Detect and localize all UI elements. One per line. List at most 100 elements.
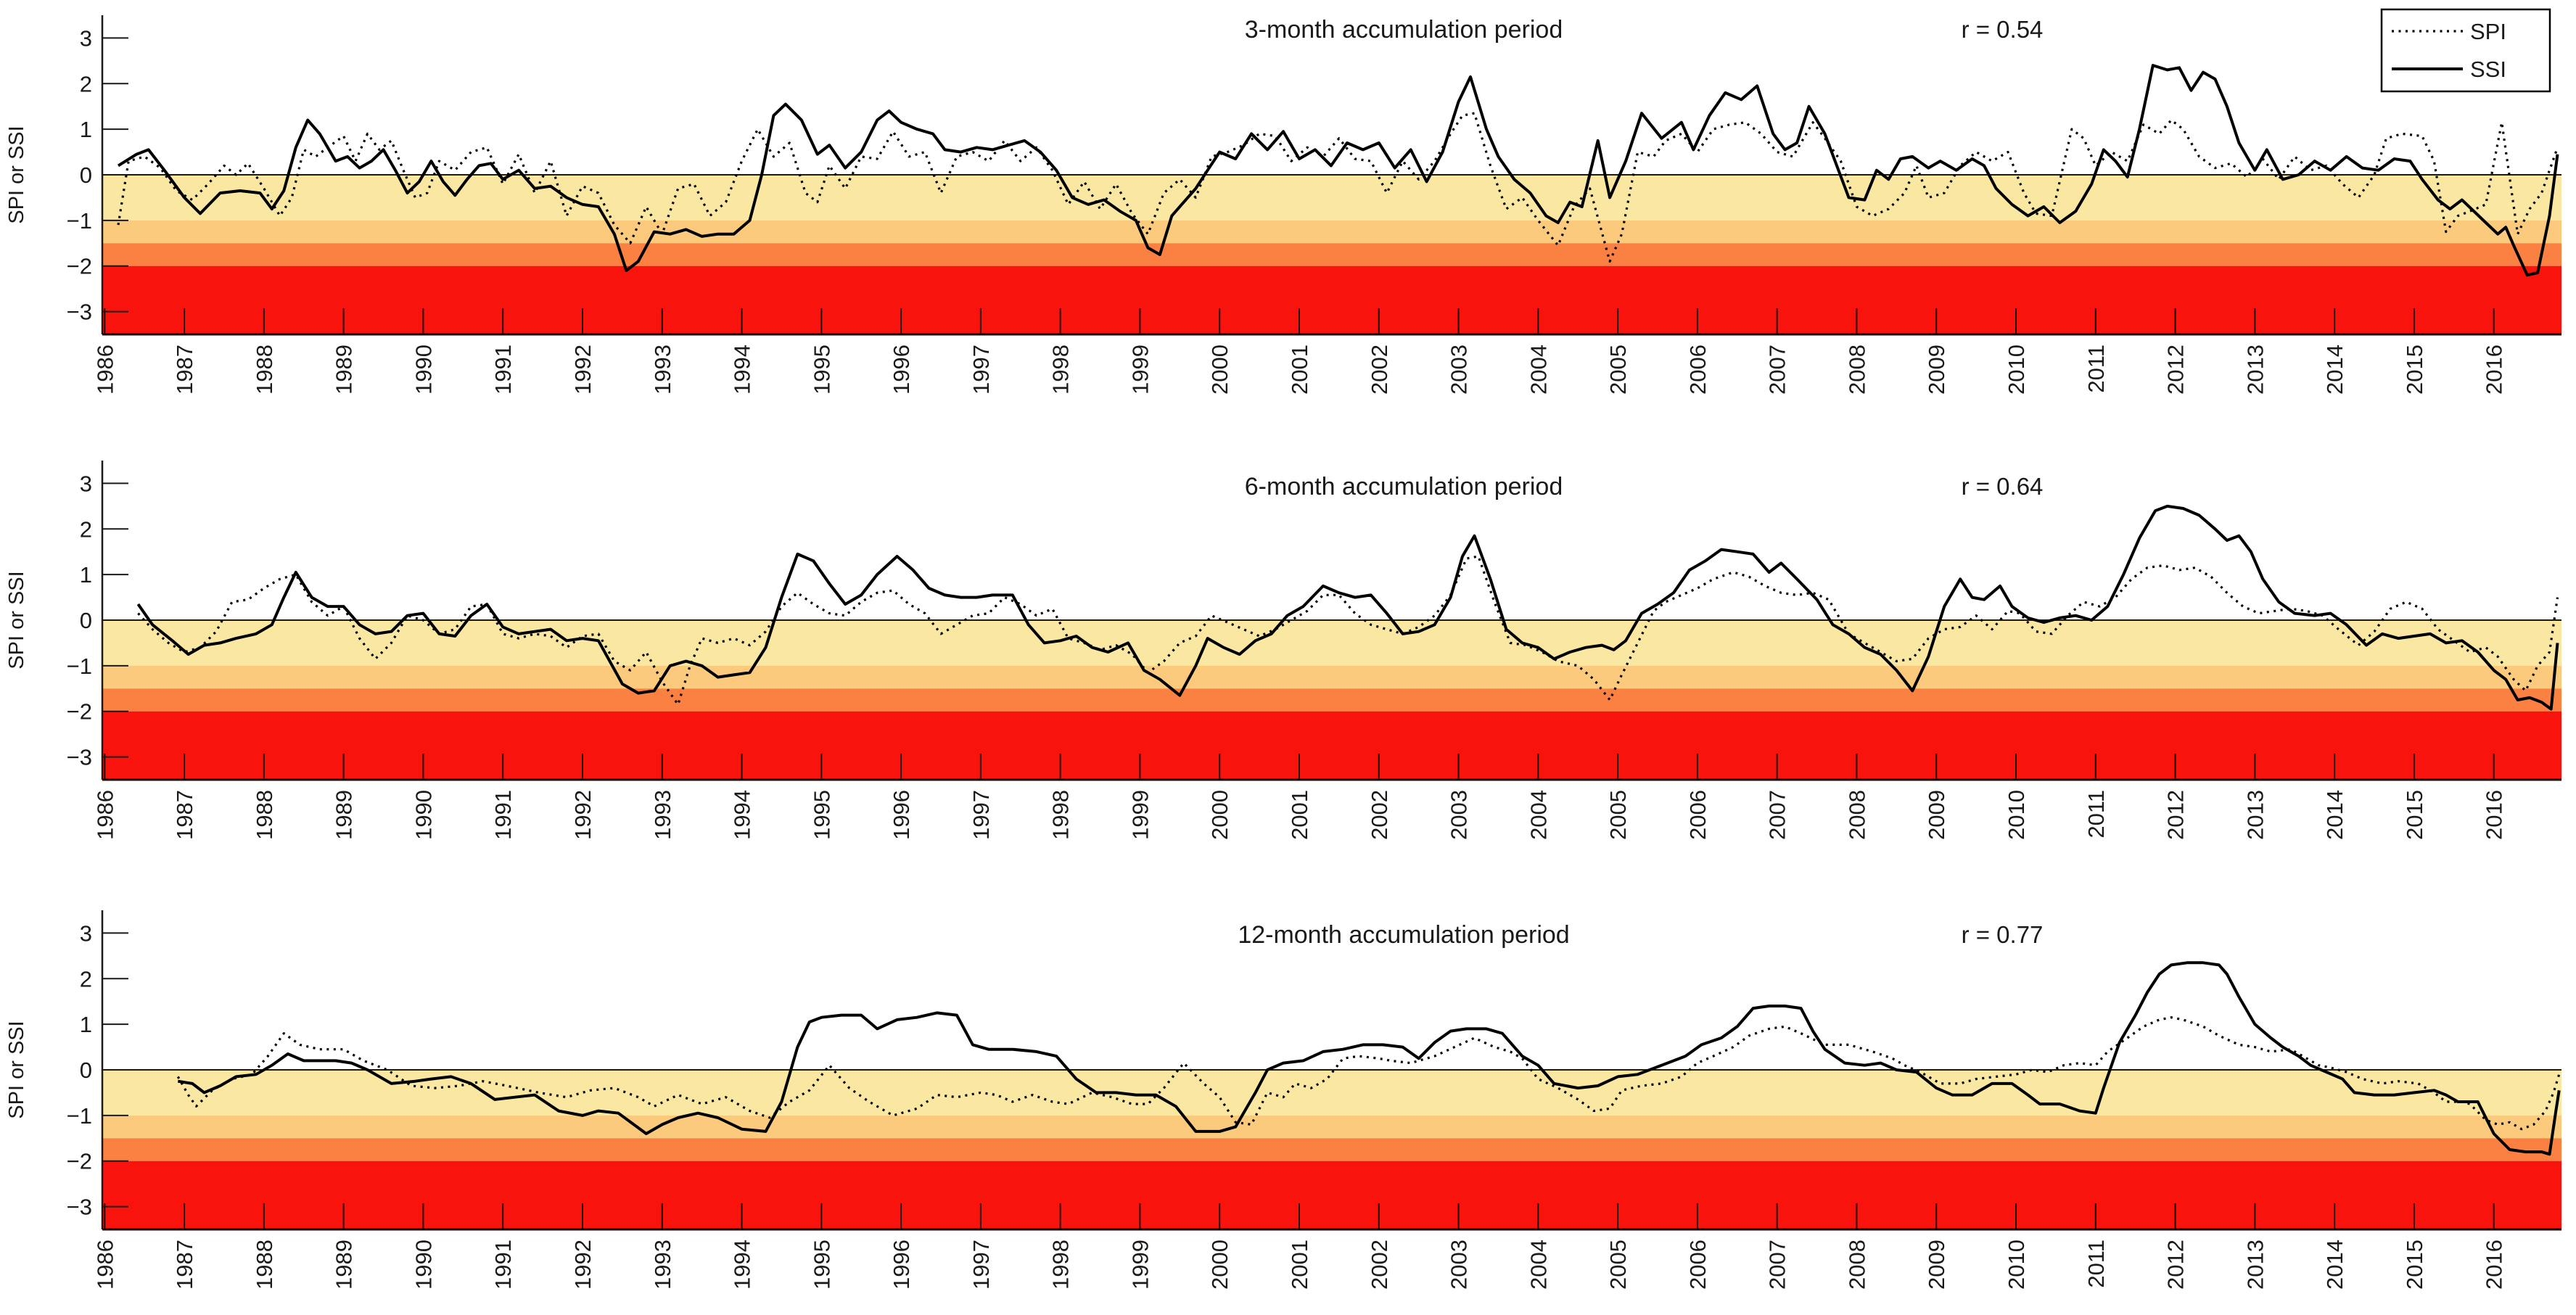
x-tick-label: 1991 xyxy=(490,790,516,840)
x-tick-label: 1993 xyxy=(650,1240,675,1290)
legend: SPI SSI xyxy=(2380,8,2551,93)
x-tick-label: 2009 xyxy=(1924,790,1949,840)
x-tick-label: 1987 xyxy=(172,345,197,395)
y-tick-label: −3 xyxy=(67,745,92,770)
x-tick-label: 1997 xyxy=(968,345,994,395)
x-tick-label: 2010 xyxy=(2004,1240,2029,1290)
x-tick-label: 2007 xyxy=(1765,1240,1790,1290)
x-tick-label: 1996 xyxy=(889,790,914,840)
y-tick-label: 1 xyxy=(80,562,92,588)
x-tick-label: 2006 xyxy=(1685,1240,1711,1290)
drought-band-1 xyxy=(102,1115,2561,1139)
x-tick-label: 2015 xyxy=(2402,345,2427,395)
spi-line xyxy=(137,555,2559,706)
x-tick-label: 2012 xyxy=(2163,345,2189,395)
x-tick-label: 2013 xyxy=(2242,790,2268,840)
y-tick-label: −2 xyxy=(67,1149,92,1174)
x-tick-label: 1986 xyxy=(92,790,118,840)
x-tick-label: 2005 xyxy=(1605,345,1631,395)
x-tick-label: 1989 xyxy=(332,790,357,840)
y-tick-label: 0 xyxy=(80,608,92,633)
x-tick-label: 1993 xyxy=(650,345,675,395)
drought-band-2 xyxy=(102,688,2561,712)
y-tick-label: −1 xyxy=(67,654,92,679)
x-tick-label: 1991 xyxy=(490,345,516,395)
y-tick-label: −1 xyxy=(67,1103,92,1129)
x-tick-label: 2011 xyxy=(2083,345,2109,393)
x-tick-label: 2008 xyxy=(1844,790,1869,840)
y-axis-label: SPI or SSI xyxy=(5,125,28,223)
legend-label-spi: SPI xyxy=(2470,19,2506,44)
x-tick-label: 2016 xyxy=(2482,1240,2507,1290)
correlation-label: r = 0.64 xyxy=(1962,473,2044,500)
x-tick-label: 1999 xyxy=(1127,345,1153,395)
x-tick-label: 2016 xyxy=(2482,790,2507,840)
y-tick-label: 1 xyxy=(80,1012,92,1037)
x-tick-label: 2004 xyxy=(1526,345,1551,395)
legend-label-ssi: SSI xyxy=(2470,57,2506,82)
x-tick-label: 1999 xyxy=(1127,1240,1153,1290)
x-tick-label: 1986 xyxy=(92,1240,118,1290)
x-tick-label: 2005 xyxy=(1605,790,1631,840)
x-tick-label: 1991 xyxy=(490,1240,516,1290)
x-tick-label: 2013 xyxy=(2242,1240,2268,1290)
x-tick-label: 2003 xyxy=(1447,790,1472,840)
y-axis-label: SPI or SSI xyxy=(5,571,28,669)
drought-band-1 xyxy=(102,665,2561,689)
y-tick-label: 2 xyxy=(80,516,92,542)
x-tick-label: 2004 xyxy=(1526,790,1551,840)
x-tick-label: 2001 xyxy=(1287,1240,1312,1290)
y-tick-label: 3 xyxy=(80,25,92,51)
x-tick-label: 2008 xyxy=(1844,345,1869,395)
y-tick-label: −3 xyxy=(67,300,92,325)
x-tick-label: 2015 xyxy=(2402,1240,2427,1290)
x-tick-label: 2014 xyxy=(2322,790,2347,840)
x-tick-label: 2003 xyxy=(1447,345,1472,395)
x-tick-label: 1992 xyxy=(570,790,596,840)
y-tick-label: −1 xyxy=(67,208,92,234)
x-tick-label: 2009 xyxy=(1924,1240,1949,1290)
x-tick-label: 2000 xyxy=(1207,1240,1233,1290)
x-tick-label: 1994 xyxy=(730,790,755,840)
panel-title: 3-month accumulation period xyxy=(1245,16,1563,44)
x-tick-label: 2001 xyxy=(1287,790,1312,840)
drought-band-0 xyxy=(102,1070,2561,1116)
x-tick-label: 1998 xyxy=(1048,345,1074,395)
drought-band-0 xyxy=(102,620,2561,666)
x-tick-label: 1997 xyxy=(968,790,994,840)
x-tick-label: 1997 xyxy=(968,1240,994,1290)
panel-12-month-chart: 1986 1987 1988 1989 1990 1991 1992 1993 1994 1995… xyxy=(5,910,2561,1290)
y-tick-label: 0 xyxy=(80,162,92,188)
x-tick-label: 1987 xyxy=(172,790,197,840)
panel-6-month-chart: 1986 1987 1988 1989 1990 1991 1992 1993 1994 1995… xyxy=(5,461,2561,840)
x-tick-label: 2002 xyxy=(1367,345,1392,395)
x-tick-label: 1986 xyxy=(92,345,118,395)
x-tick-label: 1988 xyxy=(252,1240,277,1290)
x-tick-label: 1992 xyxy=(570,1240,596,1290)
spi-line xyxy=(117,112,2559,263)
x-tick-label: 1993 xyxy=(650,790,675,840)
x-tick-label: 1988 xyxy=(252,790,277,840)
x-tick-label: 1999 xyxy=(1127,790,1153,840)
x-tick-label: 1998 xyxy=(1048,790,1074,840)
y-tick-label: −3 xyxy=(67,1195,92,1220)
x-tick-label: 1989 xyxy=(332,1240,357,1290)
x-tick-label: 2004 xyxy=(1526,1240,1551,1290)
drought-band-2 xyxy=(102,1138,2561,1161)
y-tick-label: −2 xyxy=(67,699,92,725)
y-tick-label: 3 xyxy=(80,471,92,496)
legend-box xyxy=(2380,8,2551,93)
drought-band-3 xyxy=(102,1161,2561,1229)
panel-title: 6-month accumulation period xyxy=(1245,473,1563,500)
x-tick-label: 1994 xyxy=(730,345,755,395)
x-tick-label: 2000 xyxy=(1207,790,1233,840)
x-tick-label: 1996 xyxy=(889,345,914,395)
x-tick-label: 2001 xyxy=(1287,345,1312,395)
drought-band-3 xyxy=(102,265,2561,334)
x-tick-label: 2000 xyxy=(1207,345,1233,395)
x-tick-label: 2008 xyxy=(1844,1240,1869,1290)
y-tick-label: 3 xyxy=(80,920,92,946)
x-tick-label: 1990 xyxy=(411,1240,436,1290)
